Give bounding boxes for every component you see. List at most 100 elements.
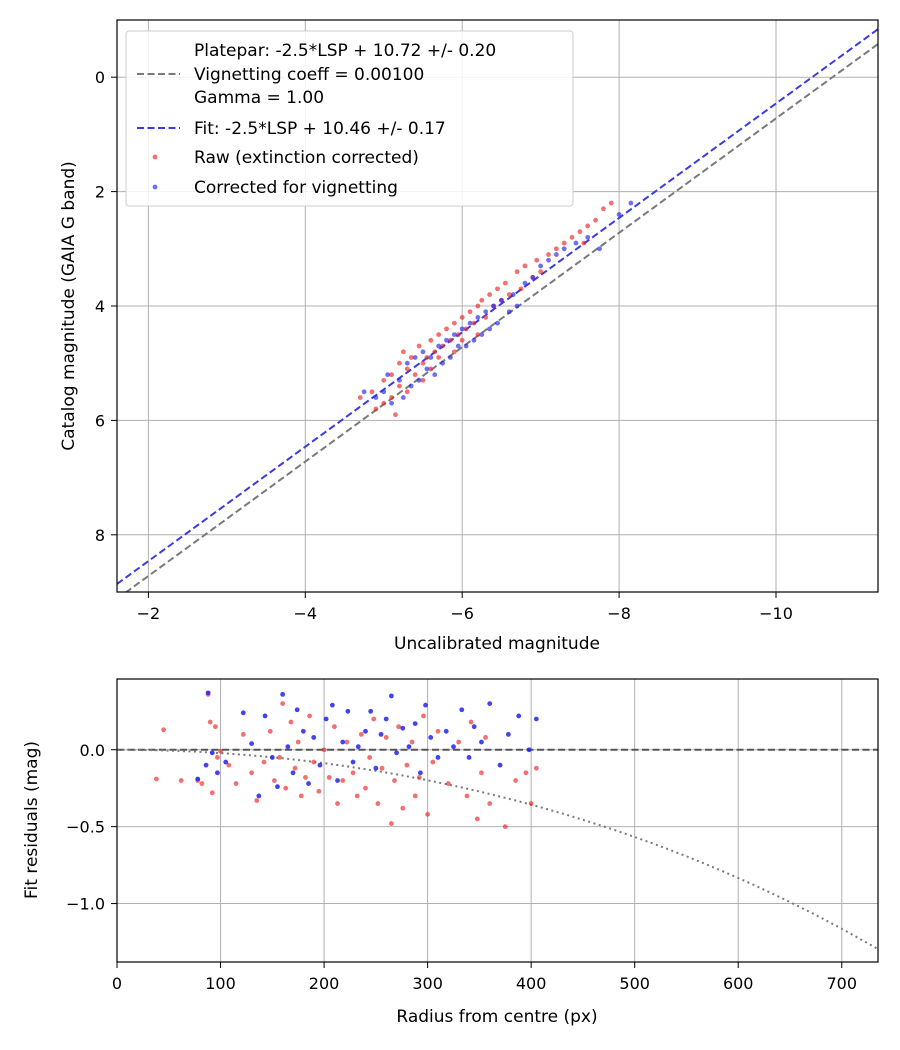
corrected-residual-point xyxy=(345,708,351,714)
top-y-ticks: 0 2 4 6 8 xyxy=(95,68,117,545)
corrected-point xyxy=(400,395,406,400)
top-x-ticks: −2 −4 −6 −8 −10 xyxy=(137,592,793,623)
raw-point xyxy=(455,332,461,337)
raw-point xyxy=(601,206,606,212)
corrected-residual-point xyxy=(417,770,423,776)
top-y-axis-label: Catalog magnitude (GAIA G band) xyxy=(59,161,79,451)
raw-residual-point xyxy=(267,728,273,734)
raw-residual-point xyxy=(421,713,426,719)
legend-platepar-line1: Platepar: -2.5*LSP + 10.72 +/- 0.20 xyxy=(194,41,496,61)
corrected-residual-point xyxy=(378,731,384,737)
top-panel: −2 −4 −6 −8 −10 0 2 4 6 8 Uncalibrated magnitude… xyxy=(59,19,879,654)
raw-residual-point xyxy=(212,724,218,730)
bottom-panel: 0 100 200 300 400 500 600 700 0.0 −0.5 −1.0 Radiu… xyxy=(22,678,879,1027)
raw-residual-point xyxy=(292,765,298,771)
raw-point xyxy=(471,320,477,326)
corrected-point xyxy=(397,377,402,383)
corrected-residual-point xyxy=(323,716,329,722)
corrected-residual-point xyxy=(428,735,434,740)
corrected-residual-point xyxy=(306,781,311,786)
raw-residual-point xyxy=(209,790,215,796)
raw-residual-point xyxy=(474,816,480,822)
raw-point xyxy=(420,360,426,366)
corrected-residual-point xyxy=(240,710,246,716)
raw-residual-point xyxy=(400,805,406,811)
corrected-residual-point xyxy=(209,750,215,756)
raw-residual-point xyxy=(388,821,394,826)
bottom-y-tick-label: 0.0 xyxy=(80,741,105,760)
corrected-point xyxy=(451,332,457,337)
raw-point xyxy=(487,292,493,297)
raw-residual-point xyxy=(430,759,436,765)
raw-residual-point xyxy=(487,801,493,806)
top-points xyxy=(357,200,634,418)
corrected-residual-point xyxy=(388,693,394,699)
raw-residual-point xyxy=(483,735,488,740)
top-x-axis-label: Uncalibrated magnitude xyxy=(394,634,600,654)
raw-residual-point xyxy=(161,727,166,733)
legend: Platepar: -2.5*LSP + 10.72 +/- 0.20 Vign… xyxy=(125,30,574,207)
raw-residual-point xyxy=(199,781,205,786)
corrected-point xyxy=(597,246,602,252)
raw-residual-point xyxy=(464,793,470,799)
corrected-point xyxy=(487,326,493,332)
raw-point xyxy=(436,332,442,337)
raw-residual-point xyxy=(354,793,360,799)
top-x-tick-label: −6 xyxy=(450,604,474,623)
corrected-residual-point xyxy=(526,747,532,753)
corrected-residual-point xyxy=(355,744,361,750)
corrected-residual-point xyxy=(479,739,484,745)
raw-point xyxy=(546,252,551,257)
raw-point xyxy=(424,355,430,360)
raw-point xyxy=(448,337,453,343)
bottom-x-tick-label: 100 xyxy=(205,974,236,993)
raw-point xyxy=(577,229,583,235)
raw-residual-point xyxy=(375,801,381,806)
raw-point xyxy=(420,377,426,383)
corrected-residual-point xyxy=(203,762,209,768)
top-y-tick-label: 0 xyxy=(95,68,105,87)
bottom-y-ticks: 0.0 −0.5 −1.0 xyxy=(66,741,117,914)
raw-residual-point xyxy=(178,778,184,783)
corrected-residual-point xyxy=(340,739,346,745)
raw-residual-point xyxy=(383,735,389,740)
raw-residual-point xyxy=(502,824,508,830)
corrected-residual-point xyxy=(423,702,428,708)
corrected-residual-point xyxy=(290,770,296,776)
corrected-point xyxy=(616,212,622,217)
corrected-residual-point xyxy=(368,708,374,714)
corrected-point xyxy=(463,343,469,349)
raw-residual-point xyxy=(249,770,254,776)
raw-point xyxy=(397,360,402,366)
vignetting-model-curve xyxy=(117,748,878,951)
bottom-plot-area xyxy=(117,679,878,962)
corrected-residual-point xyxy=(435,755,441,760)
raw-residual-point xyxy=(207,719,213,725)
raw-residual-point xyxy=(321,747,327,753)
top-y-tick-label: 6 xyxy=(95,411,105,430)
corrected-point xyxy=(510,292,516,297)
bottom-x-tick-label: 400 xyxy=(516,974,547,993)
corrected-point xyxy=(416,377,422,383)
corrected-residual-point xyxy=(505,731,511,737)
raw-residual-point xyxy=(379,765,385,771)
corrected-residual-point xyxy=(406,744,412,750)
raw-point xyxy=(553,246,559,252)
raw-residual-point xyxy=(295,739,301,745)
corrected-point xyxy=(381,389,387,395)
bottom-y-tick-label: −1.0 xyxy=(66,895,105,914)
raw-residual-point xyxy=(316,788,322,794)
bottom-y-axis-label: Fit residuals (mag) xyxy=(22,741,42,899)
corrected-point xyxy=(444,337,449,343)
corrected-point xyxy=(412,355,418,360)
corrected-residual-point xyxy=(262,713,268,719)
raw-residual-point xyxy=(261,759,267,765)
raw-residual-point xyxy=(416,775,422,780)
bottom-x-tick-label: 700 xyxy=(826,974,857,993)
corrected-point xyxy=(389,400,394,406)
raw-residual-point xyxy=(456,739,462,745)
corrected-residual-point xyxy=(459,707,465,713)
raw-point xyxy=(389,372,394,378)
raw-residual-point xyxy=(404,762,410,768)
bottom-x-tick-label: 600 xyxy=(723,974,754,993)
